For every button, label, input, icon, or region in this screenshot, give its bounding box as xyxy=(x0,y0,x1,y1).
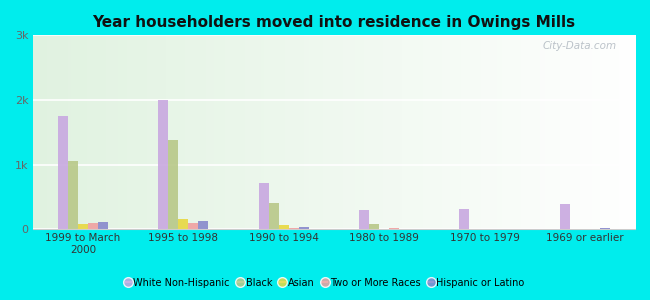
Bar xyxy=(68,161,78,229)
Bar xyxy=(600,228,610,229)
Title: Year householders moved into residence in Owings Mills: Year householders moved into residence i… xyxy=(92,15,575,30)
Legend: White Non-Hispanic, Black, Asian, Two or More Races, Hispanic or Latino: White Non-Hispanic, Black, Asian, Two or… xyxy=(122,274,528,292)
Bar xyxy=(279,225,289,229)
Bar xyxy=(460,209,469,229)
Bar xyxy=(259,183,268,229)
Bar xyxy=(168,140,178,229)
Bar xyxy=(359,211,369,229)
Bar xyxy=(98,222,108,229)
Bar xyxy=(158,100,168,229)
Text: City-Data.com: City-Data.com xyxy=(543,41,617,51)
Bar xyxy=(88,223,98,229)
Bar xyxy=(299,226,309,229)
Bar xyxy=(560,204,570,229)
Bar xyxy=(198,221,209,229)
Bar xyxy=(188,223,198,229)
Bar xyxy=(289,228,299,229)
Bar xyxy=(389,228,399,229)
Bar xyxy=(268,203,279,229)
Bar xyxy=(78,224,88,229)
Bar xyxy=(178,219,188,229)
Bar xyxy=(369,224,379,229)
Bar xyxy=(58,116,68,229)
